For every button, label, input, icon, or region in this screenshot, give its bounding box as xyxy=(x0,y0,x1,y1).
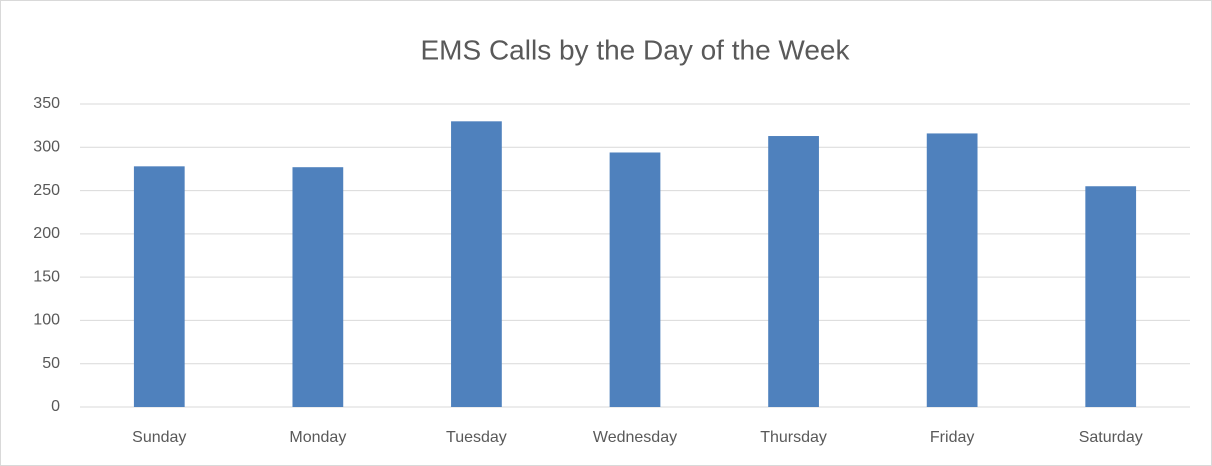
y-tick-label: 300 xyxy=(33,139,60,156)
x-tick-label: Thursday xyxy=(760,429,827,446)
y-tick-label: 250 xyxy=(33,182,60,199)
x-tick-label: Saturday xyxy=(1079,429,1143,446)
y-tick-label: 150 xyxy=(33,268,60,285)
y-tick-label: 350 xyxy=(33,95,60,112)
y-tick-label: 100 xyxy=(33,312,60,329)
x-tick-label: Sunday xyxy=(132,429,186,446)
bar xyxy=(133,166,185,407)
bar xyxy=(451,121,502,408)
x-tick-label: Wednesday xyxy=(593,429,677,446)
x-tick-label: Friday xyxy=(930,429,974,446)
x-tick-label: Tuesday xyxy=(446,429,507,446)
bar xyxy=(1085,186,1137,407)
y-tick-label: 200 xyxy=(33,225,60,242)
bar xyxy=(926,133,978,408)
bar xyxy=(768,136,819,407)
chart-title: EMS Calls by the Day of the Week xyxy=(421,34,851,65)
bar xyxy=(609,152,661,407)
x-tick-label: Monday xyxy=(289,429,346,446)
bar xyxy=(292,167,344,407)
y-tick-label: 0 xyxy=(51,398,60,415)
y-tick-label: 50 xyxy=(42,355,60,372)
